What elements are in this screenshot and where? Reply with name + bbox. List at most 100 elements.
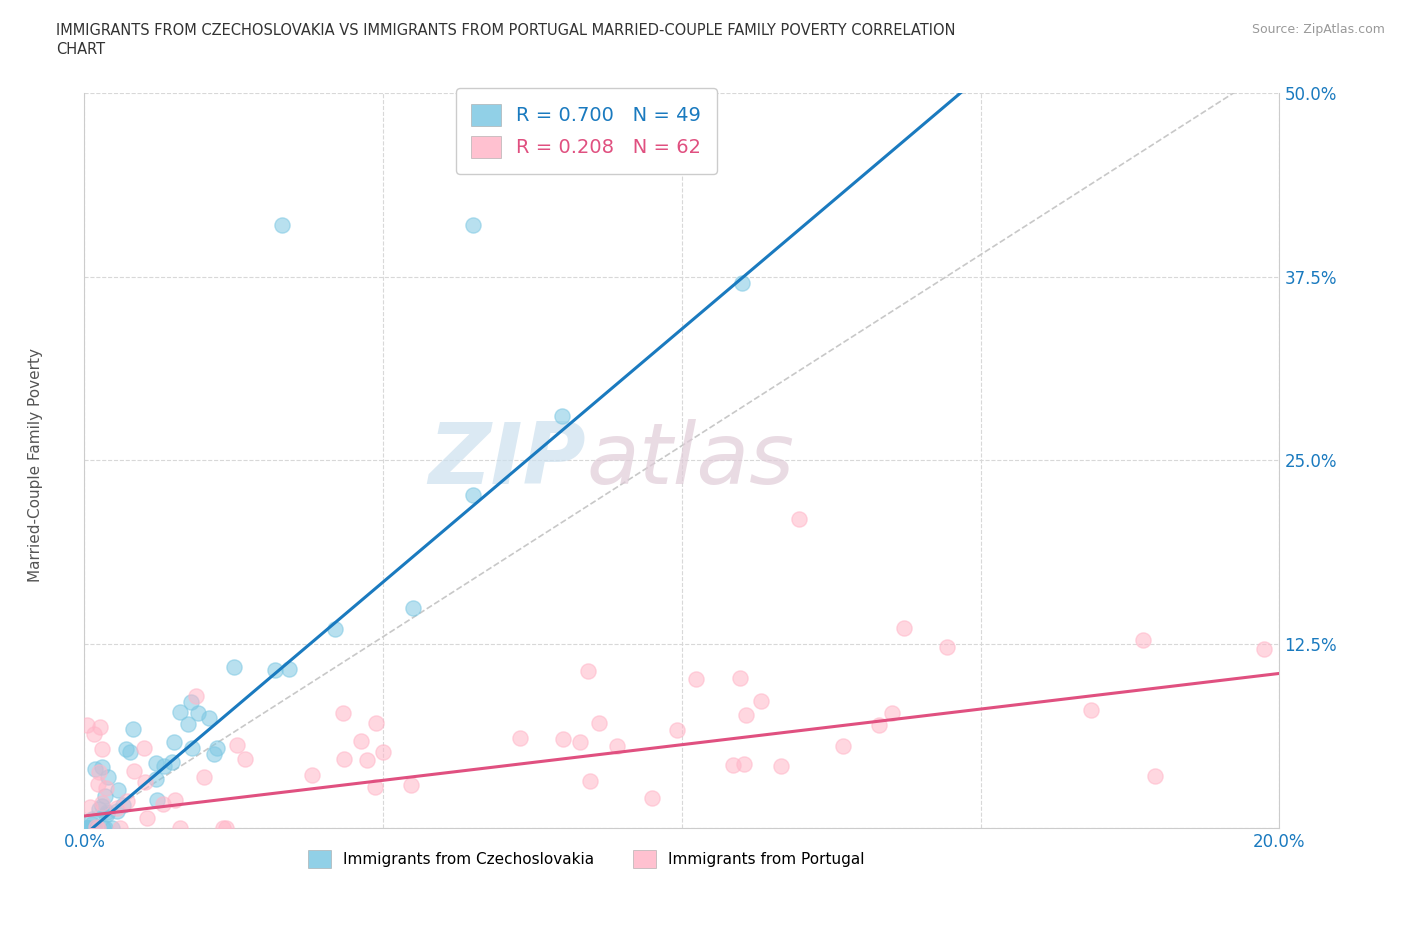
Point bbox=[76, 820, 98, 835]
Point bbox=[169, 820, 191, 835]
Point bbox=[83, 820, 105, 835]
Point bbox=[350, 733, 373, 748]
Point bbox=[184, 689, 207, 704]
Point bbox=[371, 745, 394, 760]
Point bbox=[169, 705, 191, 720]
Point bbox=[105, 800, 128, 815]
Point bbox=[87, 764, 110, 779]
Point bbox=[364, 779, 387, 794]
Point bbox=[114, 741, 136, 756]
Point bbox=[105, 804, 128, 818]
Point bbox=[769, 758, 792, 773]
Point bbox=[301, 767, 323, 782]
Point bbox=[76, 820, 98, 835]
Point bbox=[91, 799, 114, 814]
Point bbox=[198, 711, 221, 725]
Point bbox=[509, 730, 531, 745]
Point bbox=[893, 620, 915, 635]
Point bbox=[461, 487, 484, 502]
Point bbox=[163, 735, 186, 750]
Point bbox=[153, 759, 176, 774]
Point bbox=[730, 671, 752, 685]
Text: IMMIGRANTS FROM CZECHOSLOVAKIA VS IMMIGRANTS FROM PORTUGAL MARRIED-COUPLE FAMILY: IMMIGRANTS FROM CZECHOSLOVAKIA VS IMMIGR… bbox=[56, 23, 956, 38]
Point bbox=[90, 741, 112, 756]
Text: Source: ZipAtlas.com: Source: ZipAtlas.com bbox=[1251, 23, 1385, 36]
Point bbox=[87, 777, 110, 791]
Point bbox=[880, 706, 903, 721]
Point bbox=[160, 755, 183, 770]
Point bbox=[187, 706, 209, 721]
Point bbox=[90, 796, 112, 811]
Point bbox=[101, 820, 124, 835]
Point bbox=[96, 805, 118, 820]
Point bbox=[588, 715, 610, 730]
Point bbox=[96, 806, 118, 821]
Point bbox=[641, 790, 664, 805]
Point bbox=[94, 789, 117, 804]
Point bbox=[332, 706, 354, 721]
Point bbox=[76, 718, 98, 733]
Point bbox=[399, 778, 422, 793]
Point bbox=[1253, 642, 1275, 657]
Point bbox=[76, 820, 98, 835]
Point bbox=[97, 769, 120, 784]
Point bbox=[181, 741, 204, 756]
Point bbox=[202, 746, 225, 761]
Point bbox=[685, 672, 707, 687]
Point bbox=[80, 812, 103, 827]
Point bbox=[145, 756, 167, 771]
Point bbox=[115, 793, 138, 808]
Point bbox=[122, 722, 145, 737]
Point bbox=[118, 745, 141, 760]
Point bbox=[270, 218, 292, 232]
Point bbox=[356, 752, 378, 767]
Point bbox=[152, 796, 174, 811]
Point bbox=[87, 802, 110, 817]
Point bbox=[233, 751, 256, 766]
Point bbox=[606, 738, 628, 753]
Point bbox=[76, 820, 98, 835]
Point bbox=[787, 512, 810, 526]
Point bbox=[124, 764, 146, 778]
Point bbox=[1132, 632, 1154, 647]
Point bbox=[364, 716, 387, 731]
Point bbox=[87, 820, 110, 835]
Point bbox=[278, 661, 301, 676]
Point bbox=[579, 774, 602, 789]
Point bbox=[107, 782, 129, 797]
Point bbox=[225, 737, 247, 752]
Point bbox=[551, 408, 574, 423]
Point bbox=[264, 663, 287, 678]
Point bbox=[665, 723, 688, 737]
Point bbox=[136, 811, 159, 826]
Point bbox=[831, 738, 853, 753]
Point bbox=[94, 780, 117, 795]
Point bbox=[180, 695, 202, 710]
Text: Married-Couple Family Poverty: Married-Couple Family Poverty bbox=[28, 348, 42, 582]
Point bbox=[222, 659, 245, 674]
Point bbox=[212, 820, 235, 835]
Point bbox=[551, 732, 574, 747]
Legend: Immigrants from Czechoslovakia, Immigrants from Portugal: Immigrants from Czechoslovakia, Immigran… bbox=[301, 843, 872, 875]
Point bbox=[1144, 769, 1167, 784]
Point bbox=[89, 720, 111, 735]
Point bbox=[110, 820, 132, 835]
Point bbox=[734, 707, 756, 722]
Point bbox=[79, 799, 101, 814]
Point bbox=[77, 820, 100, 835]
Point bbox=[569, 735, 592, 750]
Point bbox=[936, 640, 959, 655]
Point bbox=[578, 664, 600, 679]
Point bbox=[731, 276, 754, 291]
Point bbox=[90, 760, 112, 775]
Text: atlas: atlas bbox=[586, 418, 794, 502]
Point bbox=[205, 740, 228, 755]
Point bbox=[868, 718, 890, 733]
Point bbox=[83, 762, 105, 777]
Point bbox=[84, 820, 107, 835]
Point bbox=[749, 694, 772, 709]
Point bbox=[82, 817, 104, 831]
Point bbox=[215, 820, 238, 835]
Point bbox=[733, 756, 755, 771]
Point bbox=[134, 775, 156, 790]
